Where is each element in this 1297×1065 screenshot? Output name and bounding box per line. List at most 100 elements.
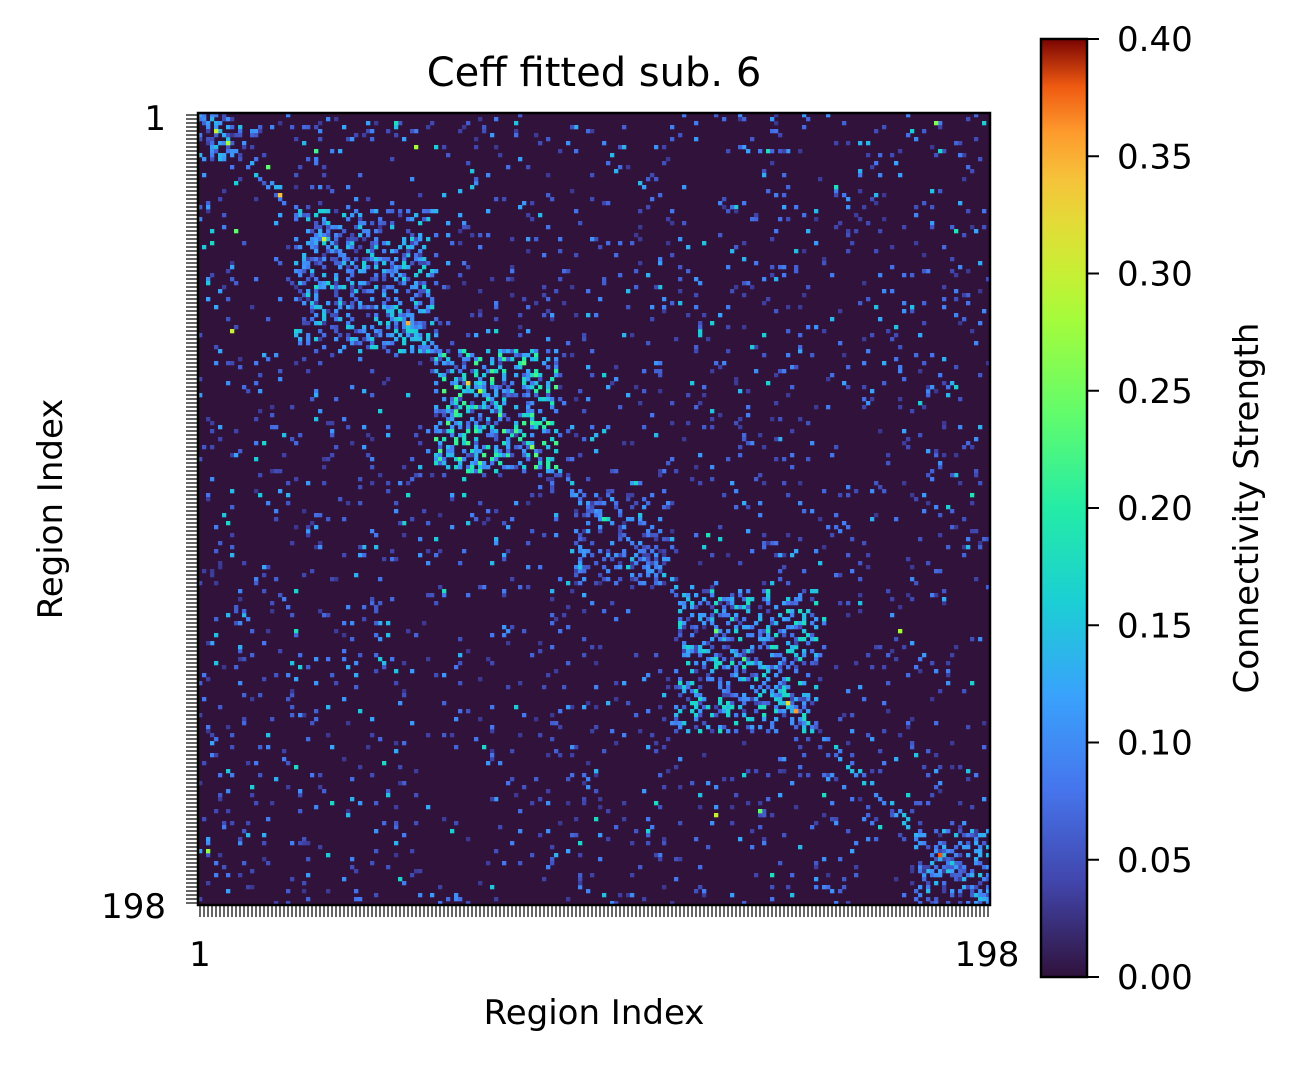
heatmap-cell — [230, 733, 235, 738]
heatmap-cell — [274, 193, 279, 198]
heatmap-cell — [350, 261, 355, 266]
heatmap-cell — [442, 285, 447, 290]
heatmap-cell — [910, 305, 915, 310]
heatmap-cell — [514, 429, 519, 434]
heatmap-cell — [842, 121, 847, 126]
heatmap-cell — [938, 841, 943, 846]
heatmap-cell — [434, 281, 439, 286]
heatmap-cell — [570, 125, 575, 130]
heatmap-cell — [398, 481, 403, 486]
heatmap-cell — [762, 629, 767, 634]
heatmap-cell — [922, 361, 927, 366]
heatmap-cell — [790, 553, 795, 558]
heatmap-cell — [778, 217, 783, 222]
heatmap-cell — [922, 129, 927, 134]
heatmap-cell — [890, 153, 895, 158]
heatmap-cell — [934, 669, 939, 674]
heatmap-cell — [978, 541, 983, 546]
heatmap-cell — [570, 353, 575, 358]
heatmap-cell — [534, 133, 539, 138]
heatmap-cell — [494, 117, 499, 122]
heatmap-cell — [578, 453, 583, 458]
heatmap-cell — [586, 129, 591, 134]
heatmap-cell — [394, 805, 399, 810]
heatmap-cell — [894, 357, 899, 362]
heatmap-cell — [466, 381, 471, 386]
heatmap-cell — [474, 361, 479, 366]
heatmap-cell — [746, 717, 751, 722]
heatmap-cell — [426, 733, 431, 738]
heatmap-cell — [914, 353, 919, 358]
heatmap-cell — [738, 425, 743, 430]
heatmap-cell — [778, 553, 783, 558]
heatmap-cell — [446, 409, 451, 414]
heatmap-cell — [614, 741, 619, 746]
heatmap-cell — [206, 853, 211, 858]
heatmap-cell — [886, 653, 891, 658]
heatmap-cell — [790, 893, 795, 898]
heatmap-cell — [198, 205, 203, 210]
heatmap-cell — [230, 489, 235, 494]
heatmap-cell — [762, 809, 767, 814]
heatmap-cell — [690, 649, 695, 654]
heatmap-cell — [402, 661, 407, 666]
heatmap-cell — [302, 357, 307, 362]
heatmap-cell — [986, 537, 991, 542]
heatmap-cell — [770, 813, 775, 818]
heatmap-cell — [434, 429, 439, 434]
heatmap-cell — [702, 241, 707, 246]
heatmap-cell — [798, 609, 803, 614]
heatmap-cell — [690, 601, 695, 606]
heatmap-cell — [806, 633, 811, 638]
heatmap-cell — [502, 441, 507, 446]
heatmap-cell — [306, 265, 311, 270]
heatmap-cell — [798, 773, 803, 778]
heatmap-cell — [946, 681, 951, 686]
heatmap-cell — [650, 525, 655, 530]
heatmap-cell — [390, 249, 395, 254]
heatmap-cell — [638, 581, 643, 586]
heatmap-cell — [598, 245, 603, 250]
heatmap-cell — [658, 257, 663, 262]
heatmap-cell — [454, 821, 459, 826]
heatmap-cell — [894, 325, 899, 330]
heatmap-cell — [858, 577, 863, 582]
colorbar-tick-label: 0.10 — [1117, 724, 1193, 764]
heatmap-cell — [314, 289, 319, 294]
heatmap-cell — [638, 481, 643, 486]
heatmap-cell — [318, 361, 323, 366]
heatmap-cell — [238, 589, 243, 594]
heatmap-cell — [930, 225, 935, 230]
heatmap-cell — [358, 709, 363, 714]
heatmap-cell — [378, 601, 383, 606]
heatmap-cell — [314, 321, 319, 326]
heatmap-cell — [374, 849, 379, 854]
heatmap-cell — [854, 841, 859, 846]
heatmap-cell — [714, 805, 719, 810]
heatmap-cell — [758, 661, 763, 666]
heatmap-cell — [654, 545, 659, 550]
heatmap-cell — [718, 365, 723, 370]
heatmap-cell — [678, 857, 683, 862]
heatmap-cell — [674, 717, 679, 722]
heatmap-cell — [470, 513, 475, 518]
heatmap-cell — [690, 645, 695, 650]
heatmap-cell — [806, 709, 811, 714]
heatmap-cell — [366, 249, 371, 254]
heatmap-cell — [230, 265, 235, 270]
heatmap-cell — [330, 745, 335, 750]
heatmap-cell — [474, 381, 479, 386]
heatmap-cell — [486, 657, 491, 662]
heatmap-cell — [430, 473, 435, 478]
heatmap-cell — [426, 657, 431, 662]
heatmap-cell — [590, 501, 595, 506]
heatmap-cell — [370, 221, 375, 226]
heatmap-cell — [730, 289, 735, 294]
heatmap-cell — [202, 569, 207, 574]
heatmap-cell — [434, 253, 439, 258]
heatmap-cell — [218, 773, 223, 778]
heatmap-cell — [922, 301, 927, 306]
heatmap-cell — [802, 649, 807, 654]
heatmap-cell — [554, 669, 559, 674]
heatmap-cell — [890, 597, 895, 602]
